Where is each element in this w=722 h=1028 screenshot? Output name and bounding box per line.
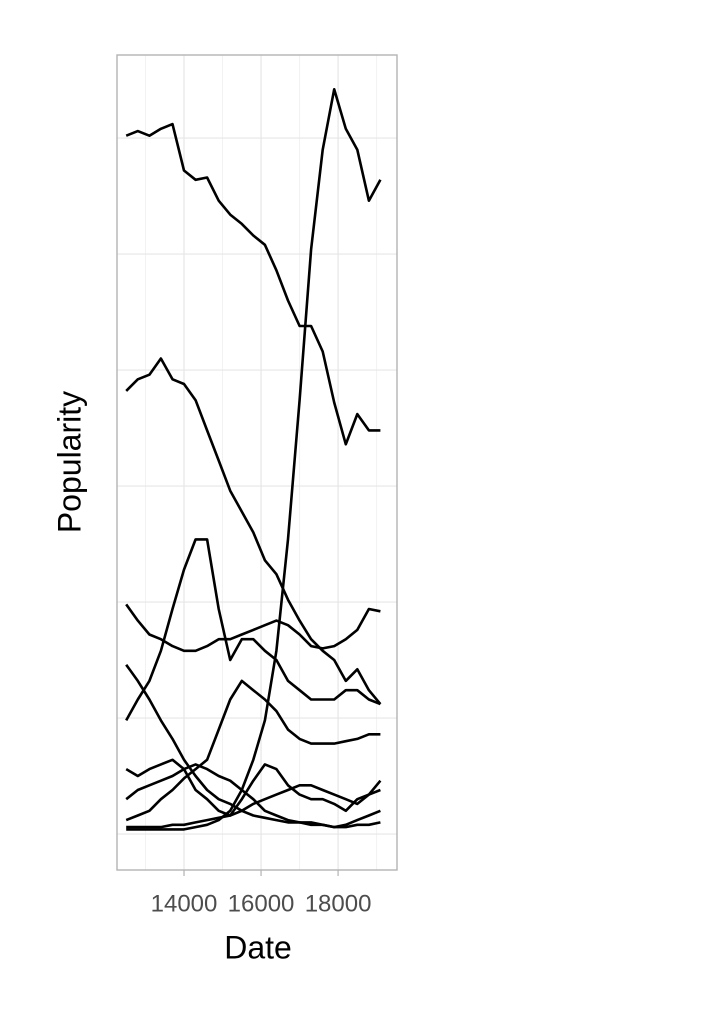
line-series — [125, 357, 382, 705]
line-series — [125, 758, 381, 817]
line-series — [125, 603, 381, 653]
line-series — [125, 122, 381, 446]
x-tick-label: 14000 — [151, 890, 218, 917]
x-tick-label: 16000 — [228, 890, 295, 917]
line-series — [125, 679, 381, 822]
line-series — [125, 538, 381, 722]
line-series — [125, 763, 381, 829]
x-tick-label: 18000 — [305, 890, 372, 917]
line-series — [126, 779, 382, 829]
panel-border — [116, 54, 398, 871]
x-axis-title: Date — [224, 929, 292, 965]
y-axis-title: Popularity — [51, 391, 87, 533]
line-series — [126, 88, 382, 831]
